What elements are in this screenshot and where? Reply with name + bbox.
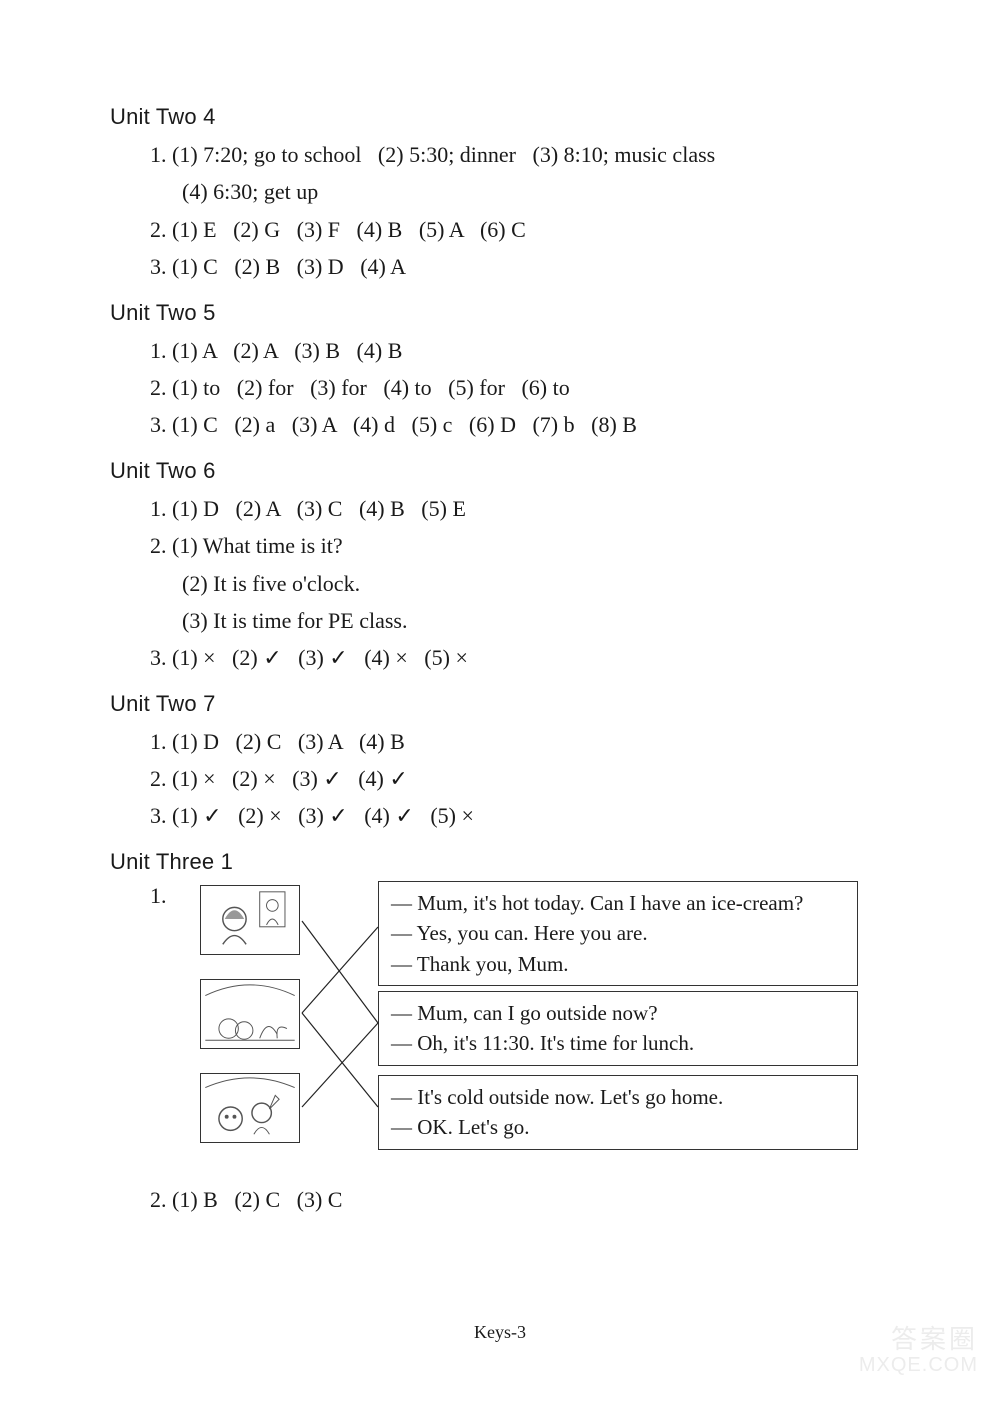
unit-title-u2-7: Unit Two 7 bbox=[110, 691, 920, 717]
u2-7-q2: 2. (1) × (2) × (3) ✓ (4) ✓ bbox=[150, 760, 920, 797]
unit-title-u3-1: Unit Three 1 bbox=[110, 849, 920, 875]
page-footer: Keys-3 bbox=[0, 1322, 1000, 1343]
u2-4-q1-sub: (4) 6:30; get up bbox=[182, 173, 920, 210]
matching-exercise: 1. bbox=[150, 881, 850, 1161]
dialog-box-2: — Mum, can I go outside now? — Oh, it's … bbox=[378, 991, 858, 1066]
watermark-bottom: MXQE.COM bbox=[848, 1354, 978, 1377]
u2-7-q3: 3. (1) ✓ (2) × (3) ✓ (4) ✓ (5) × bbox=[150, 797, 920, 834]
match-image-1 bbox=[200, 885, 300, 955]
illustration-icon bbox=[201, 1074, 299, 1142]
unit-title-u2-5: Unit Two 5 bbox=[110, 300, 920, 326]
u2-6-q2-1: 2. (1) What time is it? bbox=[150, 527, 920, 564]
u2-4-q2: 2. (1) E (2) G (3) F (4) B (5) A (6) C bbox=[150, 211, 920, 248]
u3-1-q2: 2. (1) B (2) C (3) C bbox=[150, 1181, 920, 1218]
u2-7-q1: 1. (1) D (2) C (3) A (4) B bbox=[150, 723, 920, 760]
illustration-icon bbox=[201, 886, 299, 954]
answer-key-page: Unit Two 4 1. (1) 7:20; go to school (2)… bbox=[0, 0, 1000, 1413]
u2-5-q1: 1. (1) A (2) A (3) B (4) B bbox=[150, 332, 920, 369]
unit-title-u2-6: Unit Two 6 bbox=[110, 458, 920, 484]
unit-title-u2-4: Unit Two 4 bbox=[110, 104, 920, 130]
u2-6-q2-3: (3) It is time for PE class. bbox=[182, 602, 920, 639]
u2-6-q2-2: (2) It is five o'clock. bbox=[182, 565, 920, 602]
q1-number: 1. bbox=[150, 883, 167, 909]
dialog-box-3: — It's cold outside now. Let's go home. … bbox=[378, 1075, 858, 1150]
u2-4-q1: 1. (1) 7:20; go to school (2) 5:30; dinn… bbox=[150, 136, 920, 173]
match-image-2 bbox=[200, 979, 300, 1049]
dialog-box-1: — Mum, it's hot today. Can I have an ice… bbox=[378, 881, 858, 986]
u2-4-q3: 3. (1) C (2) B (3) D (4) A bbox=[150, 248, 920, 285]
match-image-3 bbox=[200, 1073, 300, 1143]
u2-6-q3: 3. (1) × (2) ✓ (3) ✓ (4) × (5) × bbox=[150, 639, 920, 676]
u2-5-q2: 2. (1) to (2) for (3) for (4) to (5) for… bbox=[150, 369, 920, 406]
u2-6-q1: 1. (1) D (2) A (3) C (4) B (5) E bbox=[150, 490, 920, 527]
u2-5-q3: 3. (1) C (2) a (3) A (4) d (5) c (6) D (… bbox=[150, 406, 920, 443]
illustration-icon bbox=[201, 980, 299, 1048]
